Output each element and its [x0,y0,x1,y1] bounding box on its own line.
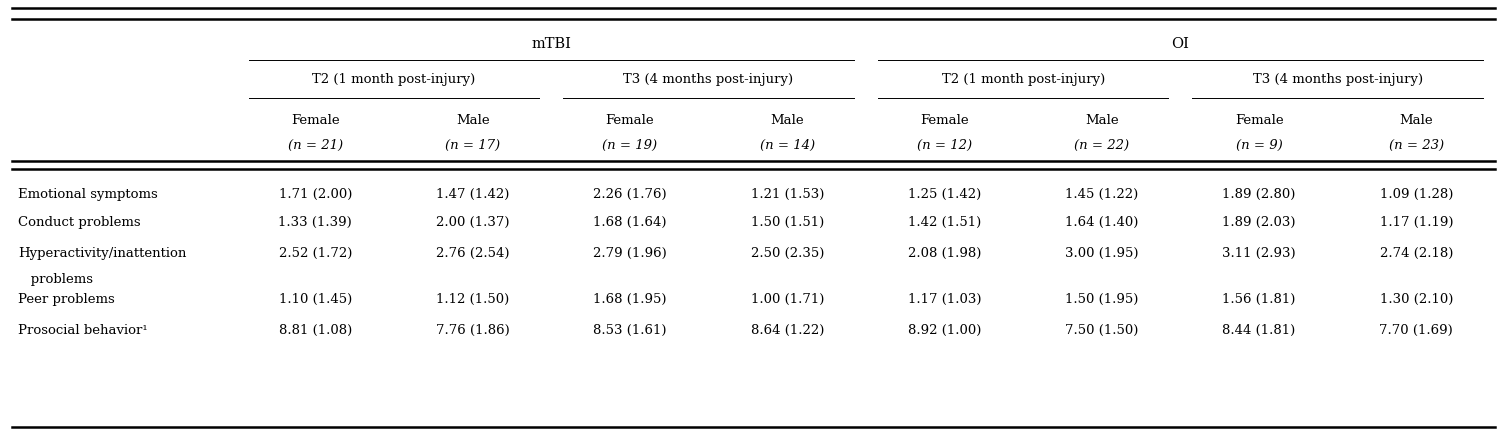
Text: Male: Male [1399,114,1434,127]
Text: 2.74 (2.18): 2.74 (2.18) [1380,247,1453,260]
Text: 2.79 (1.96): 2.79 (1.96) [593,247,667,260]
Text: Male: Male [1085,114,1119,127]
Text: 1.00 (1.71): 1.00 (1.71) [750,292,824,305]
Text: (n = 22): (n = 22) [1074,139,1129,152]
Text: 7.76 (1.86): 7.76 (1.86) [436,323,509,336]
Text: Peer problems: Peer problems [18,292,115,305]
Text: Female: Female [605,114,655,127]
Text: Female: Female [1234,114,1284,127]
Text: 1.47 (1.42): 1.47 (1.42) [436,188,509,201]
Text: 1.17 (1.03): 1.17 (1.03) [908,292,981,305]
Text: 3.00 (1.95): 3.00 (1.95) [1065,247,1138,260]
Text: (n = 19): (n = 19) [602,139,658,152]
Text: 1.89 (2.80): 1.89 (2.80) [1222,188,1296,201]
Text: (n = 9): (n = 9) [1236,139,1282,152]
Text: Female: Female [920,114,969,127]
Text: 7.70 (1.69): 7.70 (1.69) [1380,323,1453,336]
Text: 2.76 (2.54): 2.76 (2.54) [436,247,509,260]
Text: (n = 12): (n = 12) [917,139,972,152]
Text: (n = 17): (n = 17) [445,139,500,152]
Text: OI: OI [1171,37,1189,51]
Text: 1.68 (1.64): 1.68 (1.64) [593,215,667,228]
Text: (n = 14): (n = 14) [759,139,815,152]
Text: 1.68 (1.95): 1.68 (1.95) [593,292,667,305]
Text: T3 (4 months post-injury): T3 (4 months post-injury) [1252,72,1423,85]
Text: Male: Male [455,114,490,127]
Text: 8.92 (1.00): 8.92 (1.00) [908,323,981,336]
Text: Hyperactivity/inattention: Hyperactivity/inattention [18,247,186,260]
Text: T2 (1 month post-injury): T2 (1 month post-injury) [942,72,1104,85]
Text: 2.00 (1.37): 2.00 (1.37) [436,215,509,228]
Text: 2.26 (1.76): 2.26 (1.76) [593,188,667,201]
Text: Conduct problems: Conduct problems [18,215,141,228]
Text: 2.08 (1.98): 2.08 (1.98) [908,247,981,260]
Text: 1.42 (1.51): 1.42 (1.51) [908,215,981,228]
Text: 8.53 (1.61): 8.53 (1.61) [593,323,667,336]
Text: 8.44 (1.81): 8.44 (1.81) [1222,323,1296,336]
Text: 1.17 (1.19): 1.17 (1.19) [1380,215,1453,228]
Text: 1.56 (1.81): 1.56 (1.81) [1222,292,1296,305]
Text: 1.50 (1.95): 1.50 (1.95) [1065,292,1138,305]
Text: 2.50 (2.35): 2.50 (2.35) [750,247,824,260]
Text: 1.12 (1.50): 1.12 (1.50) [436,292,509,305]
Text: (n = 21): (n = 21) [288,139,343,152]
Text: Emotional symptoms: Emotional symptoms [18,188,157,201]
Text: 1.33 (1.39): 1.33 (1.39) [279,215,352,228]
Text: 1.89 (2.03): 1.89 (2.03) [1222,215,1296,228]
Text: 1.64 (1.40): 1.64 (1.40) [1065,215,1138,228]
Text: (n = 23): (n = 23) [1389,139,1444,152]
Text: 1.09 (1.28): 1.09 (1.28) [1380,188,1453,201]
Text: 1.45 (1.22): 1.45 (1.22) [1065,188,1138,201]
Text: 3.11 (2.93): 3.11 (2.93) [1222,247,1296,260]
Text: 1.10 (1.45): 1.10 (1.45) [279,292,352,305]
Text: Female: Female [291,114,340,127]
Text: 1.71 (2.00): 1.71 (2.00) [279,188,352,201]
Text: 8.81 (1.08): 8.81 (1.08) [279,323,352,336]
Text: Prosocial behavior¹: Prosocial behavior¹ [18,323,148,336]
Text: mTBI: mTBI [532,37,571,51]
Text: problems: problems [18,272,93,285]
Text: 1.30 (2.10): 1.30 (2.10) [1380,292,1453,305]
Text: 2.52 (1.72): 2.52 (1.72) [279,247,352,260]
Text: 1.21 (1.53): 1.21 (1.53) [750,188,824,201]
Text: Male: Male [770,114,804,127]
Text: T2 (1 month post-injury): T2 (1 month post-injury) [313,72,475,85]
Text: 1.50 (1.51): 1.50 (1.51) [750,215,824,228]
Text: 1.25 (1.42): 1.25 (1.42) [908,188,981,201]
Text: T3 (4 months post-injury): T3 (4 months post-injury) [623,72,794,85]
Text: 7.50 (1.50): 7.50 (1.50) [1065,323,1138,336]
Text: 8.64 (1.22): 8.64 (1.22) [750,323,824,336]
